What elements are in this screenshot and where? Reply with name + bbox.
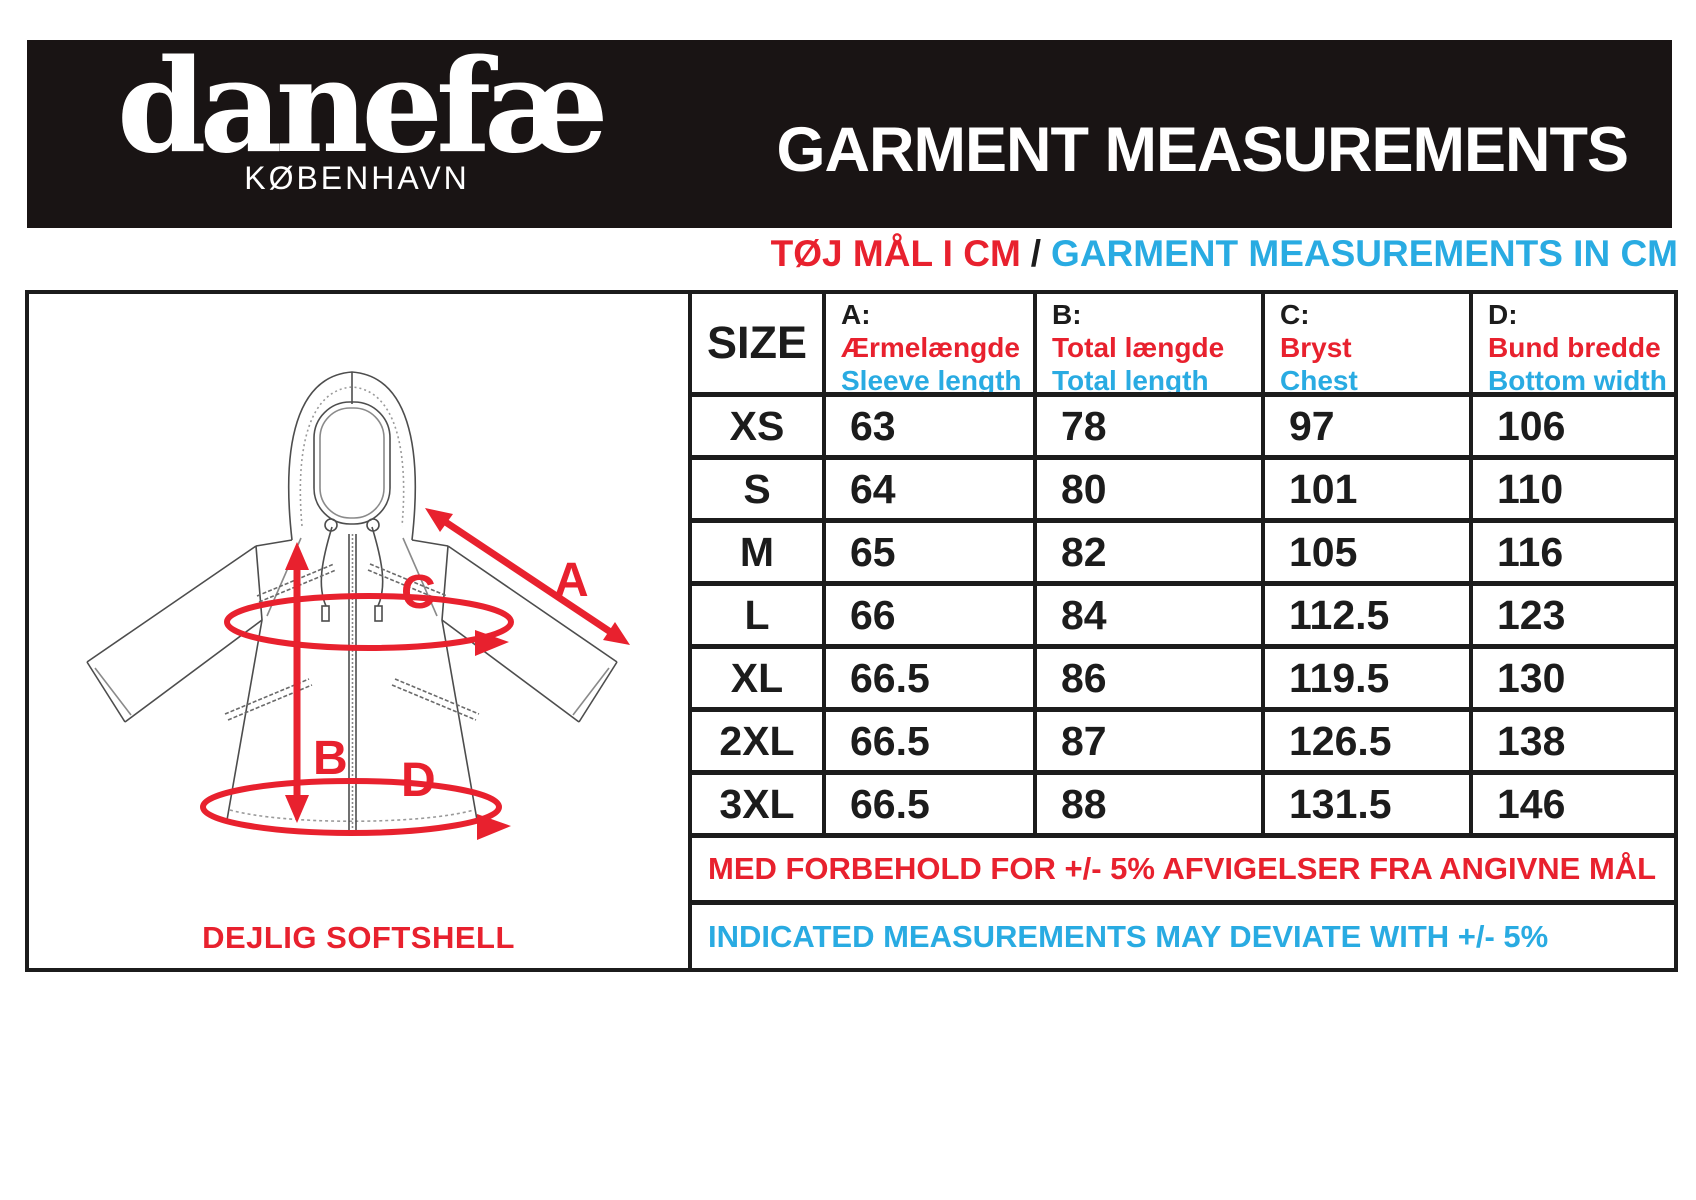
subtitle-english: GARMENT MEASUREMENTS IN CM [1051,233,1678,274]
total-length-value: 78 [1033,397,1261,455]
brand-city: KØBENHAVN [244,160,470,197]
total-length-value: 82 [1033,523,1261,581]
chest-value: 97 [1261,397,1469,455]
size-label: XS [729,402,785,449]
chest-value: 105 [1261,523,1469,581]
bottom-width-value: 116 [1469,523,1674,581]
bottom-width-value: 110 [1469,460,1674,518]
column-header-total-length: B: Total længde Total length [1033,294,1261,392]
column-label-danish: Ærmelængde [841,331,1020,363]
footnote-english: INDICATED MEASUREMENTS MAY DEVIATE WITH … [692,900,1674,968]
column-label-english: Chest [1280,364,1358,393]
page-title: GARMENT MEASUREMENTS [776,115,1629,185]
brand-logo: danefæ [117,32,609,182]
jacket-illustration: A B C D [86,371,630,840]
table-row: XS 63 78 97 106 [692,392,1674,455]
column-header-sleeve-length: A: Ærmelængde Sleeve length [822,294,1033,392]
size-label: S [743,465,771,512]
total-length-value: 88 [1033,775,1261,833]
column-label-danish: Total længde [1052,331,1225,363]
table-row: S 64 80 101 110 [692,455,1674,518]
subtitle-separator: / [1030,233,1042,274]
size-label: 3XL [719,780,795,827]
table-row: M 65 82 105 116 [692,518,1674,581]
subtitle: TØJ MÅL I CM / GARMENT MEASUREMENTS IN C… [690,233,1678,275]
sleeve-length-value: 66.5 [822,712,1033,770]
bottom-width-value: 123 [1469,586,1674,644]
size-label: M [739,528,775,575]
chest-value: 119.5 [1261,649,1469,707]
size-table: SIZE A: Ærmelængde Sleeve length B: Tota… [688,290,1678,972]
total-length-value: 87 [1033,712,1261,770]
column-header-bottom-width: D: Bund bredde Bottom width [1469,294,1674,392]
sleeve-length-value: 65 [822,523,1033,581]
chest-value: 101 [1261,460,1469,518]
chest-value: 112.5 [1261,586,1469,644]
column-label-danish: Bryst [1280,331,1352,363]
sleeve-length-value: 66.5 [822,775,1033,833]
footnote-danish: MED FORBEHOLD FOR +/- 5% AFVIGELSER FRA … [692,833,1674,900]
label-c: C [401,566,436,619]
table-header-row: SIZE A: Ærmelængde Sleeve length B: Tota… [692,294,1674,392]
column-header-chest: C: Bryst Chest [1261,294,1469,392]
subtitle-danish: TØJ MÅL I CM [770,233,1021,274]
table-row: XL 66.5 86 119.5 130 [692,644,1674,707]
column-label-danish: Bund bredde [1488,331,1661,363]
column-key: A: [841,299,871,330]
jacket-outline [86,371,618,833]
size-column-header: SIZE [706,317,808,368]
sleeve-length-value: 64 [822,460,1033,518]
table-row: 2XL 66.5 87 126.5 138 [692,707,1674,770]
label-b: B [313,732,348,785]
size-label: L [744,591,770,638]
sleeve-length-value: 66 [822,586,1033,644]
column-label-english: Bottom width [1488,364,1667,393]
sleeve-length-value: 66.5 [822,649,1033,707]
total-length-value: 80 [1033,460,1261,518]
bottom-width-value: 130 [1469,649,1674,707]
bottom-width-value: 138 [1469,712,1674,770]
table-row: L 66 84 112.5 123 [692,581,1674,644]
brand-logo-block: danefæ KØBENHAVN [117,32,609,197]
brand-banner: danefæ KØBENHAVN GARMENT MEASUREMENTS [27,40,1672,228]
size-label: 2XL [719,717,795,764]
table-row: 3XL 66.5 88 131.5 146 [692,770,1674,833]
chest-value: 131.5 [1261,775,1469,833]
bottom-width-value: 146 [1469,775,1674,833]
jacket-diagram-panel: A B C D DEJLIG SOFTSHELL [25,290,688,972]
label-a: A [554,554,589,607]
column-key: D: [1488,299,1518,330]
total-length-value: 84 [1033,586,1261,644]
column-key: C: [1280,299,1310,330]
sleeve-length-value: 63 [822,397,1033,455]
label-d: D [401,754,436,807]
bottom-width-value: 106 [1469,397,1674,455]
column-key: B: [1052,299,1082,330]
garment-name: DEJLIG SOFTSHELL [202,920,515,955]
column-label-english: Total length [1052,364,1209,393]
chest-value: 126.5 [1261,712,1469,770]
total-length-value: 86 [1033,649,1261,707]
measurement-arrows [200,508,630,840]
size-label: XL [730,654,784,701]
column-label-english: Sleeve length [841,364,1022,393]
